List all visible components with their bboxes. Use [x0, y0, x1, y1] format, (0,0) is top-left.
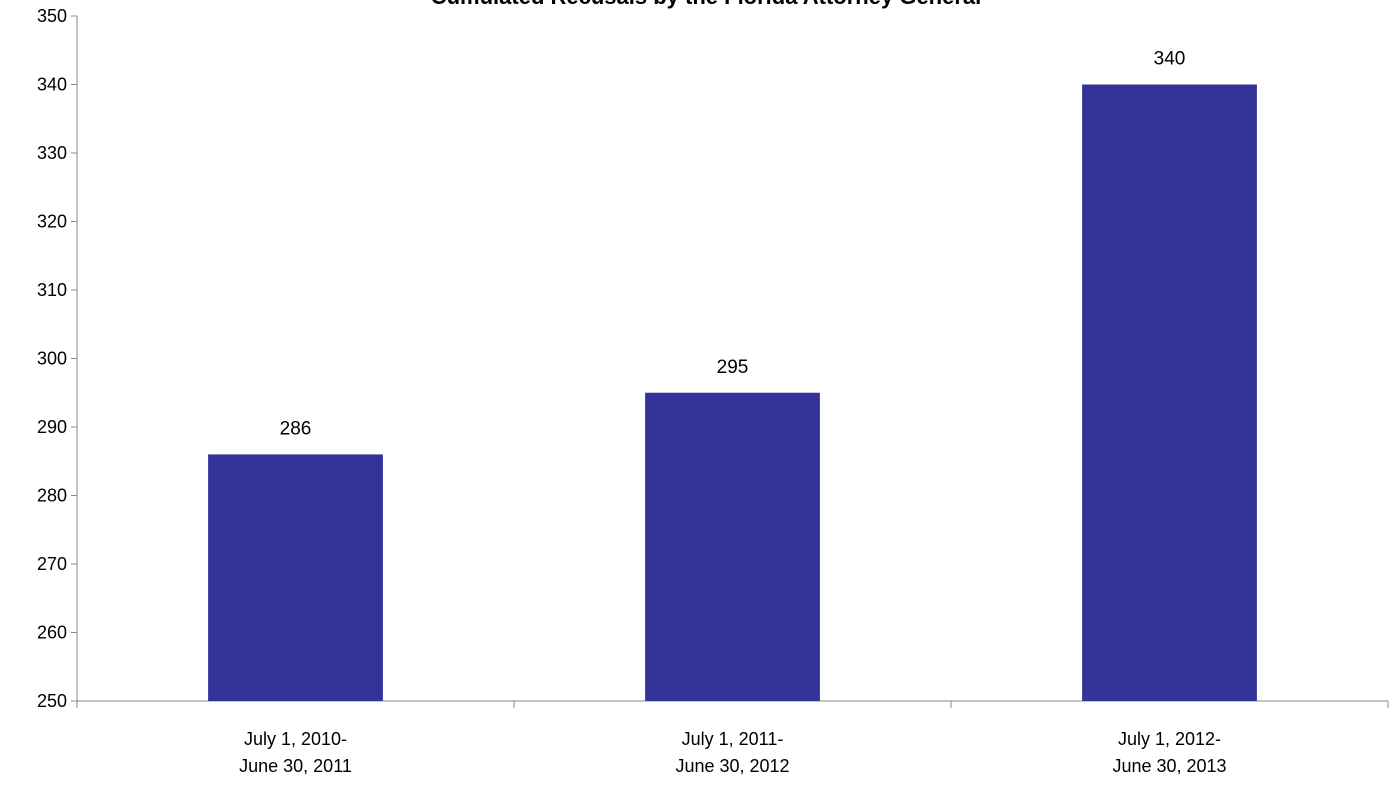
y-tick-label: 320 — [37, 212, 67, 232]
bar — [208, 454, 383, 701]
y-tick-label: 280 — [37, 486, 67, 506]
bars — [208, 84, 1257, 701]
y-tick-label: 330 — [37, 143, 67, 163]
bar — [645, 392, 820, 701]
y-tick-label: 340 — [37, 75, 67, 95]
category-label: June 30, 2012 — [675, 756, 789, 776]
data-label: 286 — [280, 418, 312, 439]
category-label: June 30, 2013 — [1112, 756, 1226, 776]
y-tick-label: 310 — [37, 280, 67, 300]
category-label: July 1, 2011- — [682, 729, 784, 749]
y-tick-label: 250 — [37, 691, 67, 711]
y-tick-label: 270 — [37, 554, 67, 574]
labels: 286 July 1, 2010- June 30, 2011 295 July 1, … — [239, 49, 1226, 777]
category-label: June 30, 2011 — [239, 756, 352, 776]
category-label: July 1, 2012- — [1118, 729, 1221, 749]
y-tick-label: 350 — [37, 6, 67, 26]
category-label: July 1, 2010- — [244, 729, 347, 749]
y-tick-label: 290 — [37, 417, 67, 437]
chart-title: Cumulated Recusals by the Florida Attorn… — [431, 0, 982, 9]
y-tick-label: 300 — [37, 349, 67, 369]
data-label: 295 — [717, 357, 749, 378]
bar — [1082, 84, 1257, 701]
axes: 250 260 270 280 290 300 310 320 330 340 350 — [37, 6, 1389, 711]
y-tick-label: 260 — [37, 623, 67, 643]
data-label: 340 — [1154, 49, 1186, 70]
